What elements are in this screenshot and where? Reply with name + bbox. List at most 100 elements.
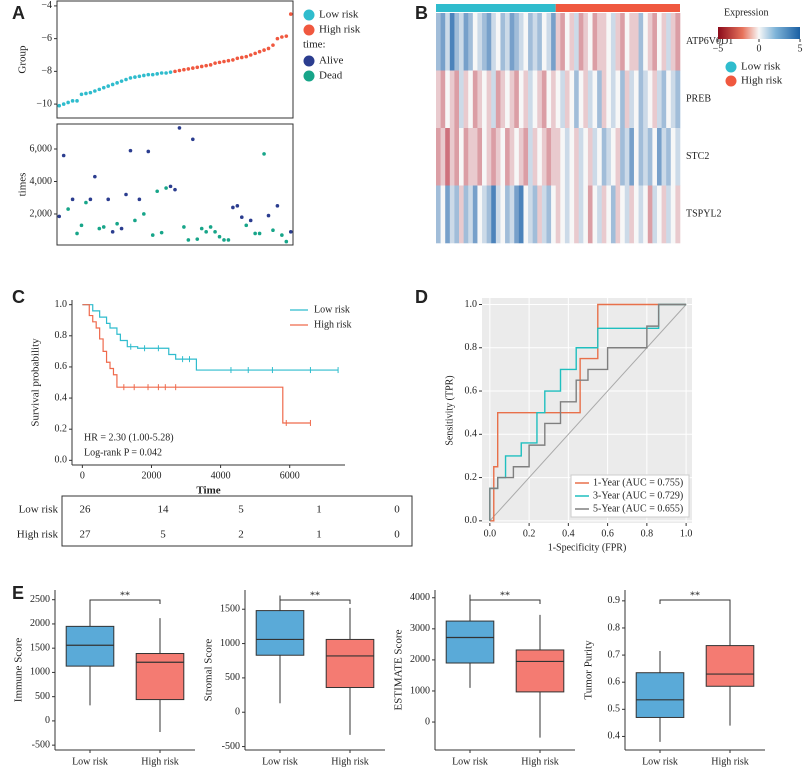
heat-cell bbox=[569, 185, 575, 244]
heat-cell bbox=[615, 70, 621, 129]
point bbox=[173, 69, 177, 74]
heat-cell bbox=[615, 13, 621, 71]
heat-cell bbox=[505, 128, 510, 186]
heat-cell bbox=[546, 13, 552, 71]
heat-cell bbox=[541, 70, 547, 129]
heat-cell bbox=[541, 185, 547, 244]
heat-cell bbox=[574, 13, 580, 71]
heat-cell bbox=[615, 185, 621, 244]
point bbox=[84, 91, 88, 96]
point bbox=[97, 226, 102, 231]
heat-cell bbox=[647, 128, 653, 186]
heat-cell bbox=[546, 185, 552, 244]
point bbox=[110, 230, 115, 234]
point bbox=[248, 218, 253, 223]
point bbox=[199, 64, 204, 69]
heat-cell bbox=[592, 70, 598, 129]
heat-cell bbox=[610, 185, 616, 244]
x-tick-label: High risk bbox=[711, 756, 749, 767]
heat-cell bbox=[500, 70, 506, 129]
significance-label: ** bbox=[690, 590, 700, 601]
heat-cell bbox=[675, 185, 681, 244]
point bbox=[142, 212, 146, 216]
heat-cell bbox=[509, 128, 515, 186]
legend-swatch bbox=[303, 24, 315, 36]
heat-cell bbox=[440, 128, 446, 186]
risk-count: 5 bbox=[160, 529, 166, 541]
y-tick-label: 4,000 bbox=[30, 176, 53, 187]
risk-count: 2 bbox=[238, 529, 244, 541]
heat-cell bbox=[670, 128, 676, 186]
y-tick-label: 0.0 bbox=[55, 455, 68, 466]
legend-swatch bbox=[303, 9, 315, 21]
heat-cell bbox=[445, 128, 451, 186]
plot-frame bbox=[56, 123, 294, 246]
heat-cell bbox=[491, 185, 497, 244]
heat-cell bbox=[610, 128, 616, 186]
heat-cell bbox=[560, 13, 566, 71]
x-tick-label: High risk bbox=[141, 756, 179, 767]
x-tick-label: 6000 bbox=[280, 470, 300, 481]
risk-count: 27 bbox=[80, 529, 92, 541]
box bbox=[445, 620, 495, 664]
heat-cell bbox=[643, 185, 649, 244]
legend-swatch bbox=[303, 55, 315, 67]
heat-cell bbox=[468, 70, 474, 129]
point bbox=[173, 187, 177, 192]
heat-cell bbox=[551, 185, 556, 244]
point bbox=[155, 72, 159, 76]
x-tick-label: 0.0 bbox=[484, 528, 497, 539]
heat-cell bbox=[656, 70, 662, 129]
heat-cell bbox=[661, 70, 667, 129]
y-tick-label: 0 bbox=[425, 716, 430, 727]
reference-diagonal bbox=[489, 304, 687, 522]
heat-cell bbox=[620, 185, 626, 244]
heat-cell bbox=[500, 185, 506, 244]
heat-cell bbox=[509, 185, 515, 244]
heat-cell bbox=[560, 128, 566, 186]
heat-cell bbox=[555, 70, 561, 129]
heat-cell bbox=[541, 128, 547, 186]
point bbox=[275, 36, 280, 41]
heat-cell bbox=[675, 70, 681, 129]
heat-cell bbox=[597, 70, 603, 129]
significance-label: ** bbox=[500, 590, 510, 601]
heat-cell bbox=[574, 185, 580, 244]
heat-cell bbox=[633, 185, 639, 244]
x-tick-label: 2000 bbox=[141, 470, 161, 481]
point bbox=[57, 103, 62, 108]
heat-cell bbox=[454, 70, 460, 129]
y-tick-label: 2500 bbox=[30, 594, 50, 605]
point bbox=[133, 75, 137, 79]
point bbox=[133, 218, 137, 223]
heat-cell bbox=[661, 185, 667, 244]
point bbox=[164, 71, 168, 75]
heat-cell bbox=[523, 70, 529, 129]
point bbox=[244, 54, 249, 59]
heat-cell bbox=[436, 128, 441, 186]
heat-cell bbox=[583, 13, 589, 71]
heat-cell bbox=[514, 185, 520, 244]
heat-cell bbox=[624, 128, 630, 186]
heat-cell bbox=[555, 13, 561, 71]
risk-row-label: Low risk bbox=[19, 504, 59, 516]
y-tick-label: 1500 bbox=[220, 604, 240, 615]
point bbox=[275, 204, 280, 208]
heat-cell bbox=[528, 128, 533, 186]
heat-cell bbox=[587, 13, 593, 71]
point bbox=[66, 100, 70, 105]
heat-cell bbox=[537, 13, 543, 71]
point bbox=[84, 200, 88, 205]
heat-cell bbox=[532, 185, 538, 244]
point bbox=[115, 81, 119, 85]
y-tick-label: -500 bbox=[32, 739, 50, 750]
heat-cell bbox=[578, 13, 584, 71]
heat-cell bbox=[551, 70, 556, 129]
heat-cell bbox=[578, 128, 584, 186]
point bbox=[159, 230, 164, 235]
heat-cell bbox=[495, 13, 501, 71]
point bbox=[288, 230, 293, 234]
heat-cell bbox=[606, 128, 612, 186]
box bbox=[255, 610, 305, 656]
